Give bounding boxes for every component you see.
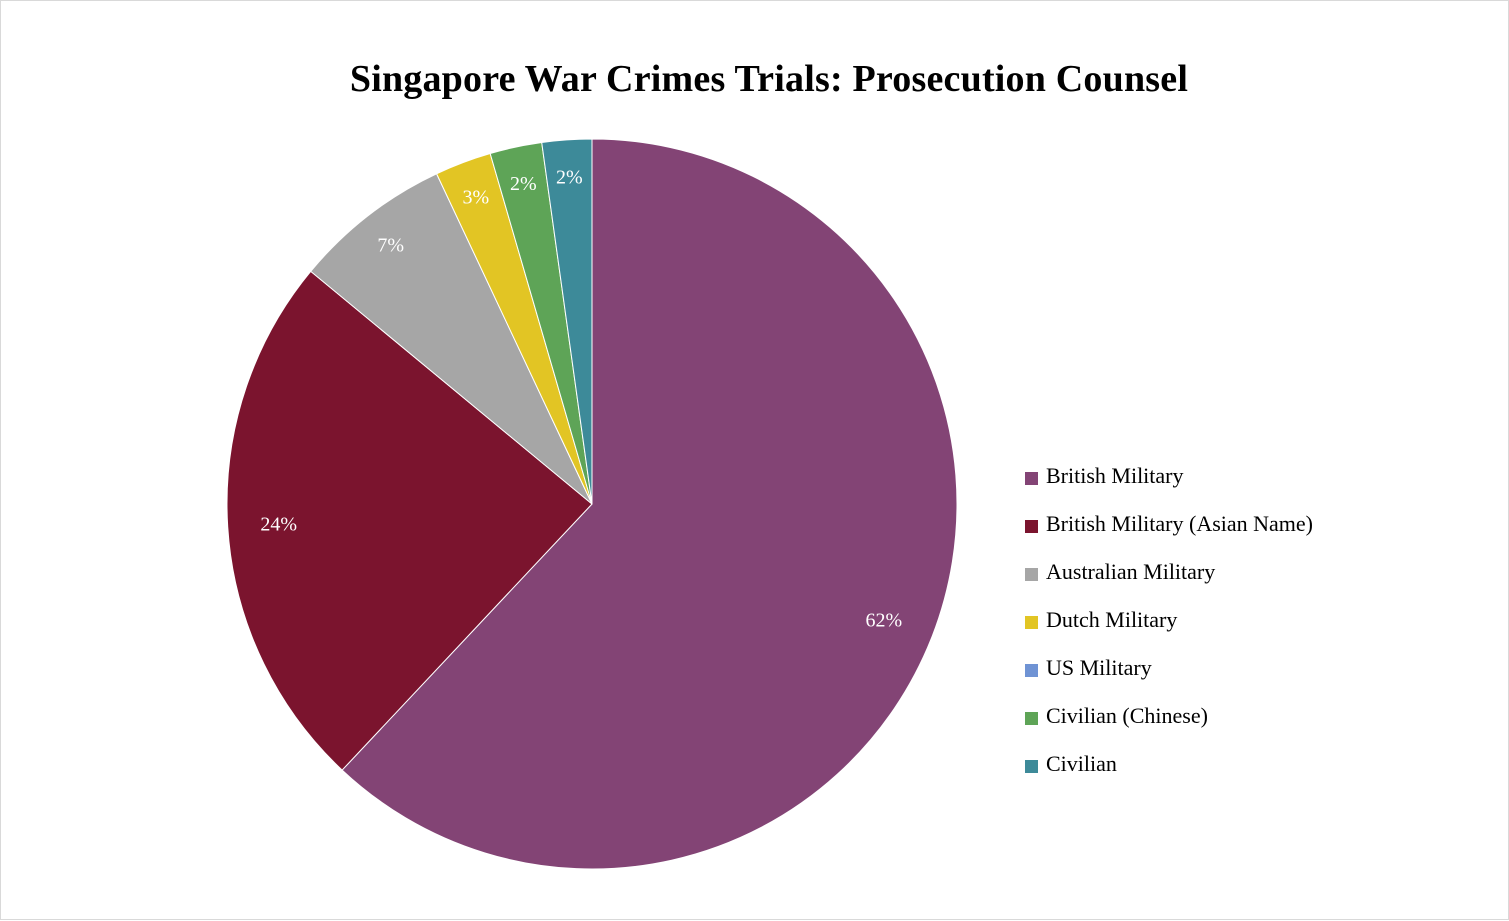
pie-slice-australian-military <box>310 173 593 505</box>
legend-label: British Military <box>1046 463 1184 488</box>
legend-label: Dutch Military <box>1046 607 1178 632</box>
legend-swatch <box>1025 664 1038 677</box>
pie-data-labels: 62% 24% 7% 3% 2% 2% <box>260 166 902 631</box>
data-label-british-military-asian-name: 24% <box>260 514 297 536</box>
pie-slice-civilian <box>541 138 593 505</box>
pie-slice-british-military-asian-name <box>226 270 593 771</box>
pie-slice-british-military <box>341 138 958 870</box>
legend-swatch <box>1025 616 1038 629</box>
legend-label: Australian Military <box>1046 559 1216 584</box>
data-label-civilian: 2% <box>556 166 583 188</box>
data-label-australian-military: 7% <box>377 234 404 256</box>
legend-swatch <box>1025 760 1038 773</box>
legend-label: Civilian <box>1046 751 1117 776</box>
data-label-dutch-military: 3% <box>463 187 490 209</box>
chart-title: Singapore War Crimes Trials: Prosecution… <box>349 58 1189 100</box>
data-label-british-military: 62% <box>866 610 903 632</box>
legend-swatch <box>1025 712 1038 725</box>
legend-label: Civilian (Chinese) <box>1046 703 1208 728</box>
data-label-civilian-chinese: 2% <box>510 173 537 195</box>
legend-swatch <box>1025 472 1038 485</box>
legend-swatch <box>1025 520 1038 533</box>
legend-label: British Military (Asian Name) <box>1046 511 1314 536</box>
legend-swatch <box>1025 568 1038 581</box>
legend-label: US Military <box>1046 655 1152 680</box>
pie-slices <box>226 138 958 870</box>
